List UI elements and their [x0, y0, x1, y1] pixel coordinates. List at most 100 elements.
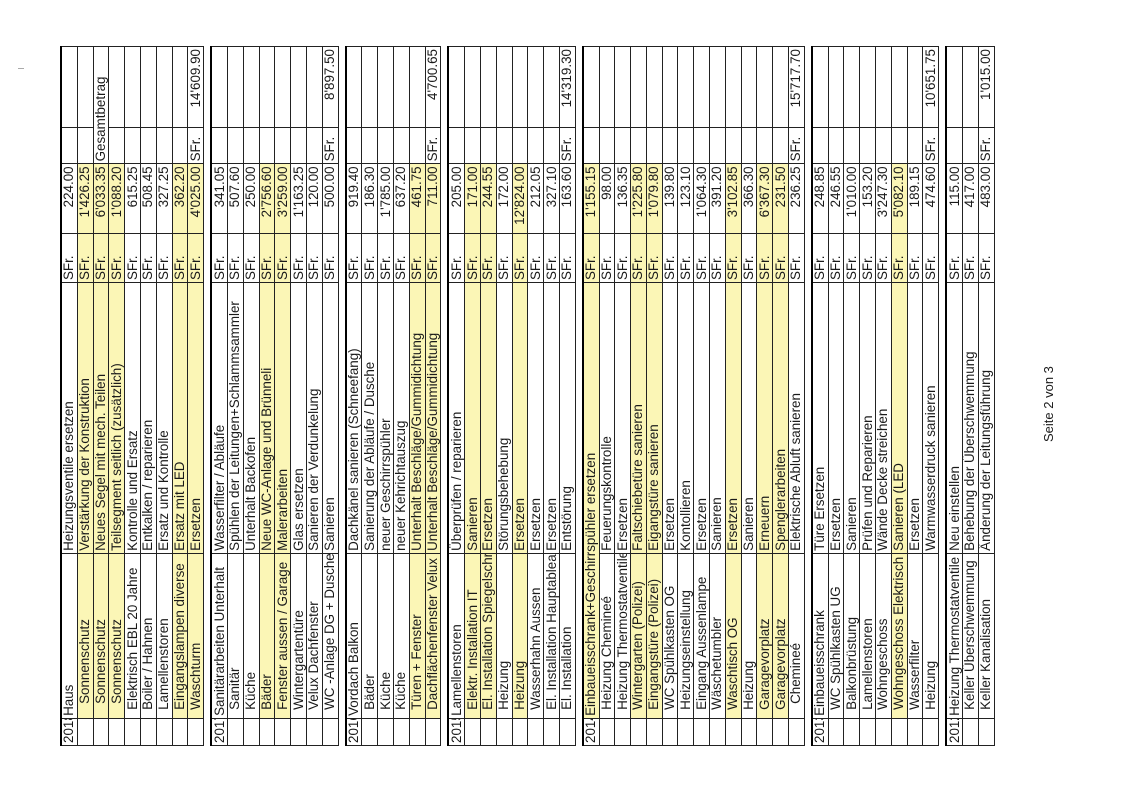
action-cell: Spenglerarbeiten [772, 282, 789, 554]
table-row: Küche neuer Kehrichtauszug SFr. 637.20 [393, 46, 410, 746]
year-cell [630, 718, 647, 746]
object-cell: Türen + Fenster [409, 553, 426, 719]
amount-cell: 1'079.80 [646, 163, 663, 234]
action-cell: Warmwasserdruck sanieren [922, 282, 939, 554]
action-cell: Neues Segel mit mech. Teilen [93, 282, 109, 554]
table-row: Eingang Aussenlampe Ersetzen SFr. 1'064.30 [693, 46, 710, 746]
currency-cell: SFr. [393, 233, 410, 283]
spacer-cell [938, 46, 947, 746]
year-cell [677, 718, 694, 746]
object-cell: Eingangslampen diverse [172, 553, 188, 719]
amount-cell: 123.10 [677, 163, 694, 234]
action-cell: Dachkänel sanieren (Schneefang) [345, 282, 362, 554]
currency-cell: SFr. [891, 233, 908, 283]
empty-cell [290, 46, 307, 128]
empty-cell [172, 46, 188, 128]
action-cell: Ersetzen [187, 282, 204, 554]
year-cell [843, 718, 860, 746]
amount-cell: 483.00 [978, 163, 995, 234]
object-cell: Heizung [496, 553, 513, 719]
empty-cell [259, 127, 275, 164]
table-row: Keller Überschwemmung Behebung der Übersc… [962, 46, 979, 746]
amount-cell: 461.75 [409, 163, 426, 234]
spacer-cell [440, 46, 449, 746]
year-cell: 2017 [211, 718, 228, 746]
empty-cell [582, 46, 599, 128]
total-currency-cell: SFr. [425, 127, 441, 164]
empty-cell [741, 127, 757, 164]
year-cell [259, 718, 275, 746]
table-row: Waschturm Ersetzen SFr. 4'025.00 SFr. 14'609.… [187, 46, 204, 746]
currency-cell: SFr. [582, 233, 599, 283]
amount-cell: 231.50 [772, 163, 789, 234]
object-cell: Sanitär [227, 553, 244, 719]
empty-cell [677, 46, 694, 128]
action-cell: Ersetzen [662, 282, 678, 554]
year-cell [377, 718, 394, 746]
empty-cell [543, 127, 560, 164]
amount-cell: 12'824.00 [512, 163, 528, 234]
table-row: Küche Unterhalt Backofen SFr. 250.00 [243, 46, 260, 746]
currency-cell: SFr. [843, 233, 860, 283]
object-cell: Heizung [922, 553, 939, 719]
year-cell: 2014 [582, 718, 599, 746]
currency-cell: SFr. [227, 233, 244, 283]
empty-cell [377, 46, 394, 128]
currency-cell: SFr. [559, 233, 576, 283]
currency-cell: SFr. [512, 233, 528, 283]
table-row: El. Installation Hauptableau Ersetzen SFr.… [543, 46, 560, 746]
empty-cell [693, 46, 710, 128]
object-cell: Heizung Chemineé [599, 553, 615, 719]
object-cell: Bäder [259, 553, 275, 719]
table-row: Sonnenschutz Teilsegment seitlich (zusätz… [108, 46, 125, 746]
action-cell: Glas ersetzen [290, 282, 307, 554]
currency-cell: SFr. [946, 233, 963, 283]
action-cell: Entkalken / reparieren [140, 282, 157, 554]
amount-cell: 1'155.15 [582, 163, 599, 234]
table-row: WC Spühlkasten UG Ersetzen SFr. 246.55 [828, 46, 844, 746]
empty-cell [599, 46, 615, 128]
empty-cell [527, 127, 544, 164]
currency-cell: SFr. [788, 233, 805, 283]
action-cell: Wasserfilter / Abläufe [211, 282, 228, 554]
empty-cell [614, 46, 631, 128]
action-cell: Unterhalt Backofen [243, 282, 260, 554]
currency-cell: SFr. [124, 233, 141, 283]
object-cell: Bäder [361, 553, 378, 719]
action-cell: Behebung der Überschwemmung [962, 282, 979, 554]
object-cell: Elektrisch EBL 20 Jahre [124, 553, 141, 719]
currency-cell: SFr. [772, 233, 789, 283]
year-cell [922, 718, 939, 746]
year-cell [77, 718, 94, 746]
year-cell [693, 718, 710, 746]
spacer-cell [203, 46, 212, 746]
spacer-row [338, 46, 346, 746]
action-cell: Kontrolle und Ersatz [124, 282, 141, 554]
action-cell: Ersetzen [614, 282, 631, 554]
table-row: Velux Dachfenster Sanieren der Verdunkelu… [306, 46, 323, 746]
year-cell [662, 718, 678, 746]
empty-cell [108, 46, 125, 128]
total-currency-cell: SFr. [187, 127, 204, 164]
action-cell: Überprüfen / reparieren [448, 282, 465, 554]
spacer-row [804, 46, 812, 746]
object-cell: Wasserfilter [907, 553, 923, 719]
empty-cell [891, 46, 908, 128]
year-total-cell: 14'319.30 [559, 46, 576, 128]
table-row: Eingangstüre (Polizei) Eigangstüre sanier… [646, 46, 663, 746]
year-cell [172, 718, 188, 746]
amount-cell: 919.40 [345, 163, 362, 234]
year-cell [788, 718, 805, 746]
empty-cell [875, 127, 892, 164]
empty-cell [962, 127, 979, 164]
empty-cell [409, 127, 426, 164]
amount-cell: 1'163.25 [290, 163, 307, 234]
empty-cell [243, 46, 260, 128]
object-cell: Chemineé [788, 553, 805, 719]
year-cell [464, 718, 481, 746]
currency-cell: SFr. [756, 233, 773, 283]
table-row: Küche neuer Geschirrspühler SFr. 1'785.00 [377, 46, 394, 746]
year-cell: 2016 [345, 718, 362, 746]
year-cell [907, 718, 923, 746]
